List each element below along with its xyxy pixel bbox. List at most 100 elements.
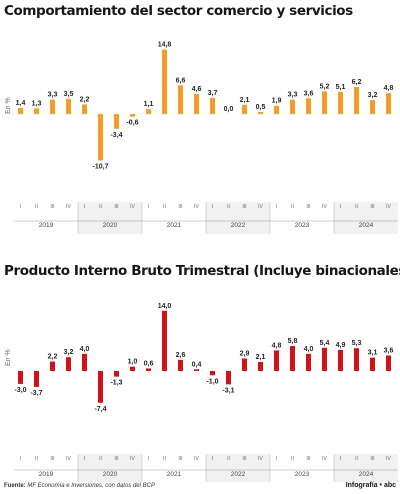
data-label: 3,5 [64, 91, 74, 98]
data-label: 2,2 [48, 354, 58, 361]
quarter-tick-label: III [114, 204, 118, 210]
year-label: 2023 [295, 471, 310, 478]
quarter-tick-label: II [227, 204, 230, 210]
data-label: -3,1 [222, 387, 234, 394]
data-label: -10,7 [93, 164, 109, 171]
data-label: 3,3 [288, 92, 298, 99]
chart-pib: 2019 2020 2021 2022 2023 2024-3,0I-3,7II2,2II… [14, 303, 398, 482]
quarter-tick-label: IV [386, 204, 391, 210]
data-label: 4,6 [192, 86, 202, 93]
quarter-tick-label: III [370, 456, 374, 462]
bar [210, 97, 215, 114]
quarter-tick-label: I [148, 456, 149, 462]
data-label: 3,1 [368, 350, 378, 357]
quarter-tick-label: III [306, 204, 310, 210]
bar [178, 85, 183, 114]
bar [274, 350, 279, 371]
data-label: 2,2 [80, 96, 90, 103]
bar [130, 366, 135, 371]
quarter-tick-label: I [20, 204, 21, 210]
quarter-tick-label: IV [258, 456, 263, 462]
year-band [78, 454, 142, 482]
data-label: 0,0 [224, 106, 234, 113]
bar [114, 371, 119, 377]
bar [258, 111, 263, 114]
bar [386, 93, 391, 114]
data-label: 3,3 [48, 92, 58, 99]
quarter-tick-label: IV [194, 456, 199, 462]
data-label: 3,2 [368, 92, 378, 99]
year-label: 2024 [359, 471, 374, 478]
quarter-tick-label: IV [66, 204, 71, 210]
quarter-tick-label: I [212, 204, 213, 210]
data-label: 6,2 [352, 79, 362, 86]
bar [194, 369, 199, 371]
quarter-tick-label: III [242, 204, 246, 210]
bar [66, 98, 71, 114]
data-label: 0,6 [144, 360, 154, 367]
data-label: 5,8 [288, 338, 298, 345]
data-label: 3,7 [208, 90, 218, 97]
year-band [206, 454, 270, 482]
bar [18, 371, 23, 384]
quarter-tick-label: II [291, 204, 294, 210]
quarter-tick-label: I [84, 456, 85, 462]
data-label: 2,1 [256, 354, 266, 361]
quarter-tick-label: II [35, 456, 38, 462]
quarter-tick-label: I [340, 204, 341, 210]
year-label: 2022 [231, 471, 246, 478]
bar [82, 104, 87, 114]
bar [50, 361, 55, 371]
data-label: 1,4 [16, 100, 26, 107]
quarter-tick-label: III [242, 456, 246, 462]
year-label: 2021 [167, 222, 182, 229]
data-label: -1,3 [110, 380, 122, 387]
year-label: 2019 [39, 471, 54, 478]
quarter-tick-label: II [163, 204, 166, 210]
bar [114, 114, 119, 129]
bar [338, 91, 343, 114]
year-band [78, 202, 142, 234]
quarter-tick-label: I [340, 456, 341, 462]
data-label: 4,8 [384, 85, 394, 92]
bar [354, 87, 359, 114]
quarter-tick-label: III [50, 456, 54, 462]
quarter-tick-label: II [355, 456, 358, 462]
quarter-tick-label: I [212, 456, 213, 462]
quarter-tick-label: IV [194, 204, 199, 210]
bar [34, 108, 39, 114]
data-label: -0,6 [126, 120, 138, 127]
data-label: 4,9 [336, 342, 346, 349]
bar [162, 310, 167, 371]
bar [322, 91, 327, 114]
bar [370, 100, 375, 114]
data-label: 1,0 [128, 359, 138, 366]
data-label: 3,6 [384, 348, 394, 355]
data-label: 1,9 [272, 98, 282, 105]
quarter-tick-label: IV [322, 456, 327, 462]
data-label: 5,3 [352, 340, 362, 347]
bar [146, 109, 151, 114]
data-label: 2,1 [240, 97, 250, 104]
quarter-tick-label: I [84, 204, 85, 210]
year-label: 2024 [359, 222, 374, 229]
year-label: 2020 [103, 471, 118, 478]
chart-comercio: 2019 2020 2021 2022 2023 20241,4I1,3II3,3III3… [14, 42, 398, 234]
bar [82, 353, 87, 371]
bar [290, 99, 295, 114]
bar [306, 98, 311, 114]
bar [242, 104, 247, 114]
quarter-tick-label: III [114, 456, 118, 462]
bar [354, 348, 359, 371]
data-label: 2,6 [176, 352, 186, 359]
data-label: 0,5 [256, 104, 266, 111]
bar [226, 371, 231, 385]
chart-title-pib: Producto Interno Bruto Trimestral (Inclu… [4, 263, 400, 279]
year-label: 2019 [39, 222, 54, 229]
quarter-tick-label: IV [66, 456, 71, 462]
bar [146, 368, 151, 371]
quarter-tick-label: III [50, 204, 54, 210]
source-text: MF Economía e Inversiones, con datos del… [27, 483, 155, 489]
quarter-tick-label: IV [130, 456, 135, 462]
chart-title-comercio: Comportamiento del sector comercio y ser… [4, 3, 353, 19]
